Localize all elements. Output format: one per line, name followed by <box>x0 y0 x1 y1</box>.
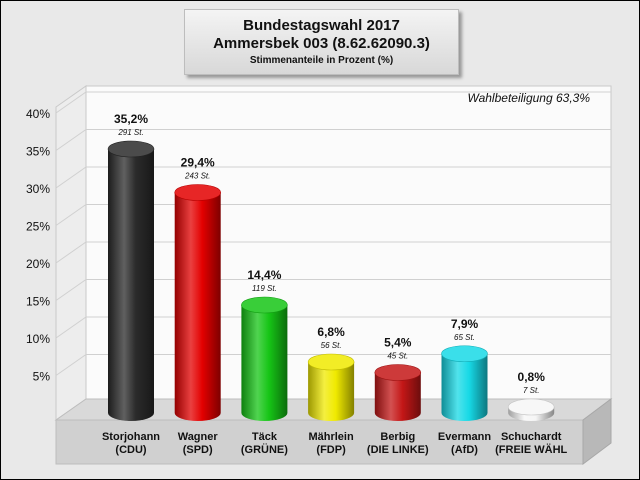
bar-body <box>174 192 221 421</box>
bar-votes-label: 7 St. <box>523 386 539 395</box>
bar-body <box>108 149 154 421</box>
category-name: Storjohann <box>102 431 160 443</box>
bars <box>107 140 555 421</box>
bar-value-label: 35,2% <box>114 112 148 126</box>
category-party: (CDU) <box>115 444 146 456</box>
bar <box>307 353 355 421</box>
category-name: Schuchardt <box>501 431 562 443</box>
category-party: (SPD) <box>183 444 213 456</box>
bar-top <box>374 364 422 381</box>
y-tick-label: 40% <box>26 107 50 121</box>
y-tick-label: 20% <box>26 257 50 271</box>
bar-top <box>107 140 155 158</box>
bar-top <box>507 398 555 416</box>
category-party: (FDP) <box>316 444 346 456</box>
value-labels: 35,2% 291 St. 29,4% 243 St. 14,4% 119 St. 6,8%… <box>114 112 545 395</box>
bar-votes-label: 45 St. <box>387 352 408 361</box>
gridline <box>55 204 611 226</box>
gridline <box>55 129 611 151</box>
title-box: Bundestagswahl 2017 Ammersbek 003 (8.62.… <box>184 9 459 75</box>
bar <box>441 345 488 421</box>
bar-body <box>308 362 355 421</box>
bar-value-label: 0,8% <box>518 370 546 384</box>
bar-value-label: 14,4% <box>247 268 281 282</box>
bar-votes-label: 65 St. <box>454 333 475 342</box>
chart-subtitle: Ammersbek 003 (8.62.62090.3) <box>213 35 430 52</box>
bar-votes-label: 243 St. <box>184 172 210 181</box>
y-tick-label: 30% <box>26 182 50 196</box>
gridlines <box>55 91 611 376</box>
gridline <box>55 91 611 114</box>
bar-value-label: 29,4% <box>181 156 215 170</box>
bar <box>241 296 288 421</box>
bar-top <box>241 296 288 314</box>
category-name: Täck <box>252 431 278 443</box>
bar-top <box>174 184 221 201</box>
bar-value-label: 6,8% <box>317 325 345 339</box>
gridline <box>55 279 611 301</box>
category-name: Wagner <box>178 431 219 443</box>
bar <box>107 140 155 421</box>
bar-votes-label: 56 St. <box>321 341 342 350</box>
chart-base-side <box>582 398 612 465</box>
gridline <box>55 316 611 339</box>
bar-value-label: 5,4% <box>384 336 412 350</box>
bar-votes-label: 291 St. <box>117 128 143 137</box>
bar-body <box>441 353 488 421</box>
category-party: (DIE LINKE) <box>367 444 429 456</box>
y-tick-label: 10% <box>26 332 50 346</box>
bar <box>374 364 422 421</box>
bar <box>507 398 555 421</box>
bar-top <box>441 345 488 363</box>
bar-votes-label: 119 St. <box>252 284 277 293</box>
gridline <box>55 166 611 189</box>
y-tick-label: 25% <box>26 220 50 234</box>
turnout-annotation: Wahlbeteiligung 63,3% <box>467 91 590 105</box>
gridline <box>55 354 611 376</box>
y-tick-label: 5% <box>33 370 51 384</box>
category-party: (AfD) <box>451 444 478 456</box>
y-tick-label: 15% <box>26 295 50 309</box>
chart-title: Bundestagswahl 2017 <box>243 17 400 34</box>
category-name: Evermann <box>438 431 491 443</box>
category-labels: Storjohann(CDU) Wagner(SPD) Täck(GRÜNE) Mäh… <box>102 431 568 456</box>
bar-value-label: 7,9% <box>451 317 479 331</box>
y-tick-label: 35% <box>26 145 50 159</box>
category-name: Mährlein <box>308 431 354 443</box>
chart-note: Stimmenanteile in Prozent (%) <box>249 55 394 66</box>
bar <box>174 184 221 421</box>
gridline <box>55 241 611 264</box>
category-party: (GRÜNE) <box>241 443 288 456</box>
category-name: Berbig <box>380 431 415 443</box>
category-party: (FREIE WÄHL <box>495 443 567 456</box>
bar-top <box>307 353 355 371</box>
bar-body <box>374 372 421 421</box>
bar-body <box>241 305 288 421</box>
y-axis-ticks: 5% 10% 15% 20% 25% 30% 35% 40% <box>26 107 50 384</box>
